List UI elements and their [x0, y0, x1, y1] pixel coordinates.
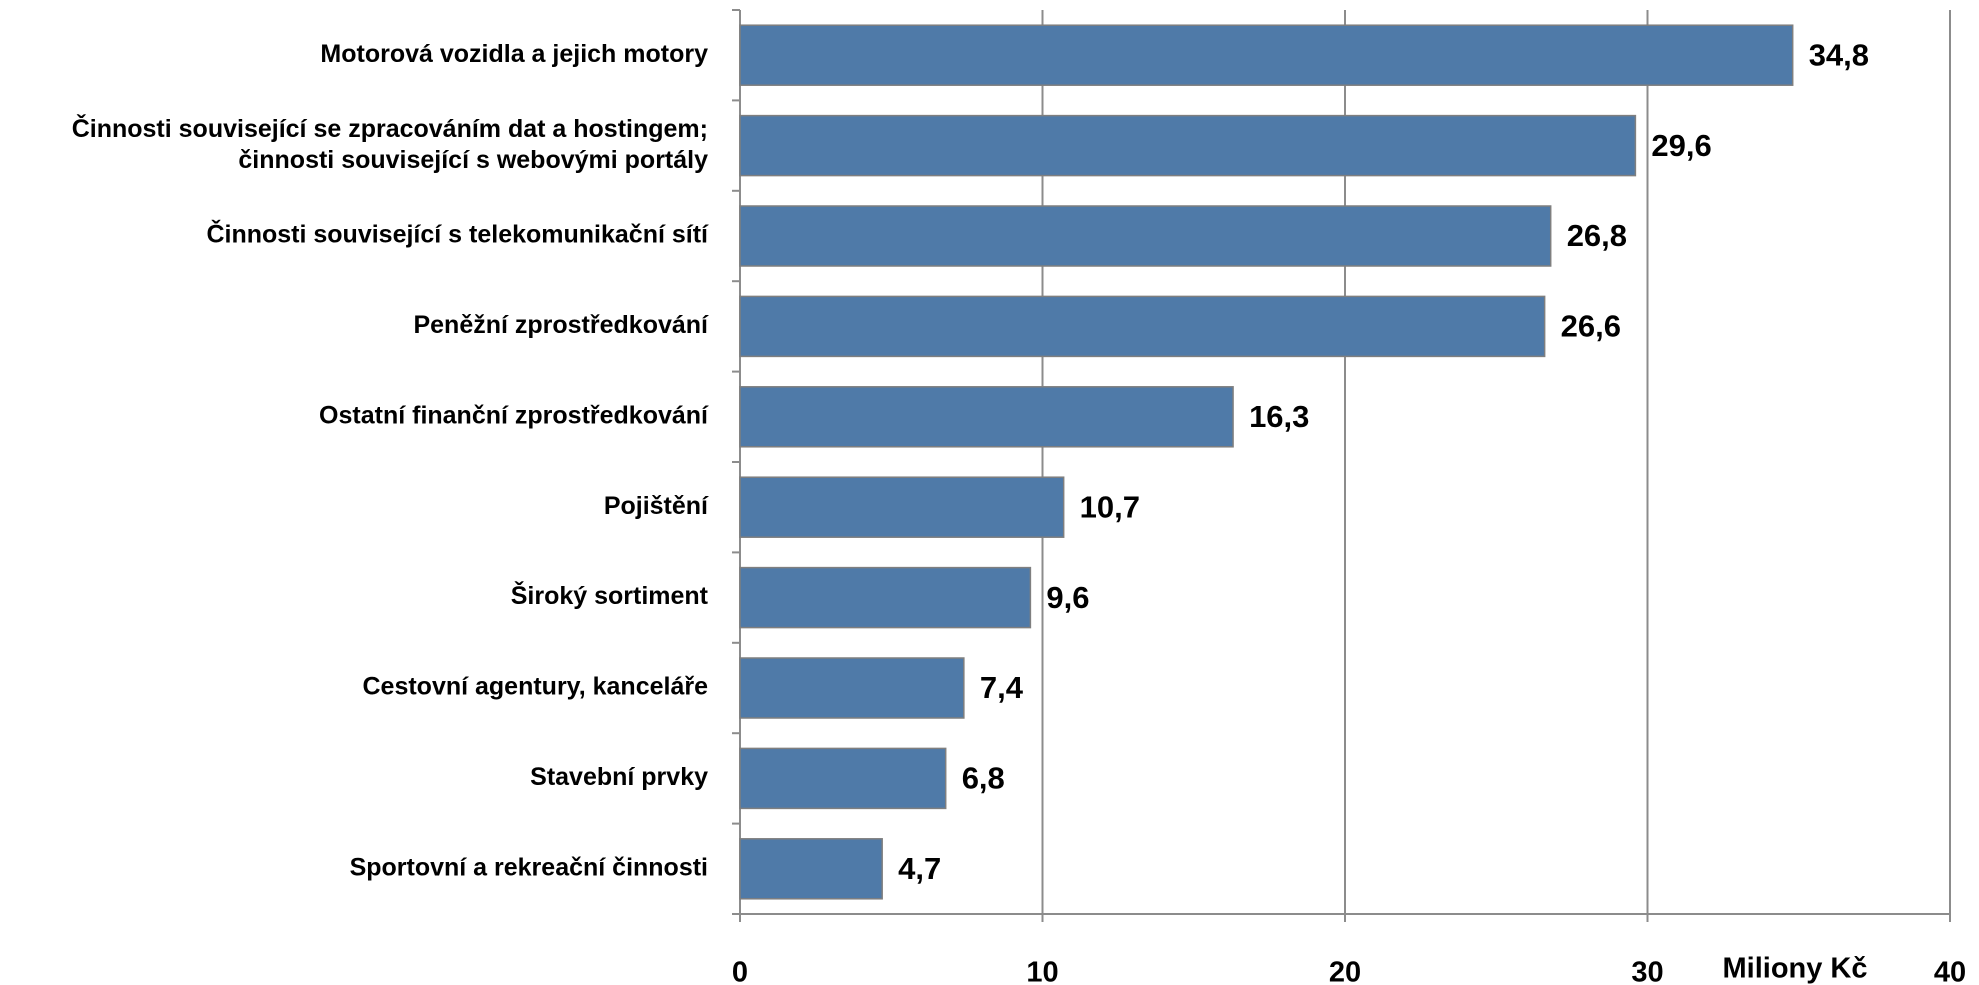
y-tick-label: Motorová vozidla a jejich motory	[320, 40, 708, 68]
bar	[739, 838, 883, 900]
bar	[739, 114, 1637, 177]
value-label: 6,8	[962, 761, 1005, 796]
bar	[739, 205, 1552, 267]
bar	[739, 24, 1794, 86]
value-label: 29,6	[1651, 128, 1711, 163]
x-tick-label: 30	[1631, 957, 1663, 985]
value-label: 4,7	[898, 851, 941, 886]
x-tick-label: 10	[1026, 957, 1058, 985]
y-tick-label: Ostatní finanční zprostředkování	[319, 401, 709, 429]
value-label: 10,7	[1080, 489, 1140, 524]
bar	[739, 747, 947, 810]
bar	[739, 657, 965, 719]
y-tick-label: Pojištění	[604, 492, 709, 520]
y-tick-label: Peněžní zprostředkování	[413, 311, 709, 339]
value-label: 16,3	[1249, 399, 1309, 434]
x-tick-label: 40	[1934, 957, 1966, 985]
y-tick-label: Činnosti související se zpracováním dat …	[72, 113, 708, 174]
x-tick-label: 0	[732, 957, 748, 985]
y-tick-label: Činnosti související s telekomunikační s…	[206, 219, 709, 249]
bar	[739, 295, 1546, 358]
value-label: 26,8	[1567, 218, 1627, 253]
value-label: 9,6	[1046, 580, 1089, 615]
value-label: 34,8	[1809, 37, 1869, 72]
value-label: 7,4	[980, 670, 1024, 705]
y-tick-label: Stavební prvky	[530, 763, 708, 791]
y-tick-label: Sportovní a rekreační činnosti	[350, 853, 708, 881]
value-label: 26,6	[1561, 309, 1621, 344]
bar	[739, 476, 1065, 538]
y-tick-label: Cestovní agentury, kanceláře	[362, 673, 708, 701]
y-tick-label: Široký sortiment	[511, 580, 709, 610]
x-tick-label: 20	[1329, 957, 1361, 985]
bar	[739, 566, 1032, 629]
x-axis-label: Miliony Kč	[1722, 953, 1867, 985]
bar	[739, 386, 1234, 448]
